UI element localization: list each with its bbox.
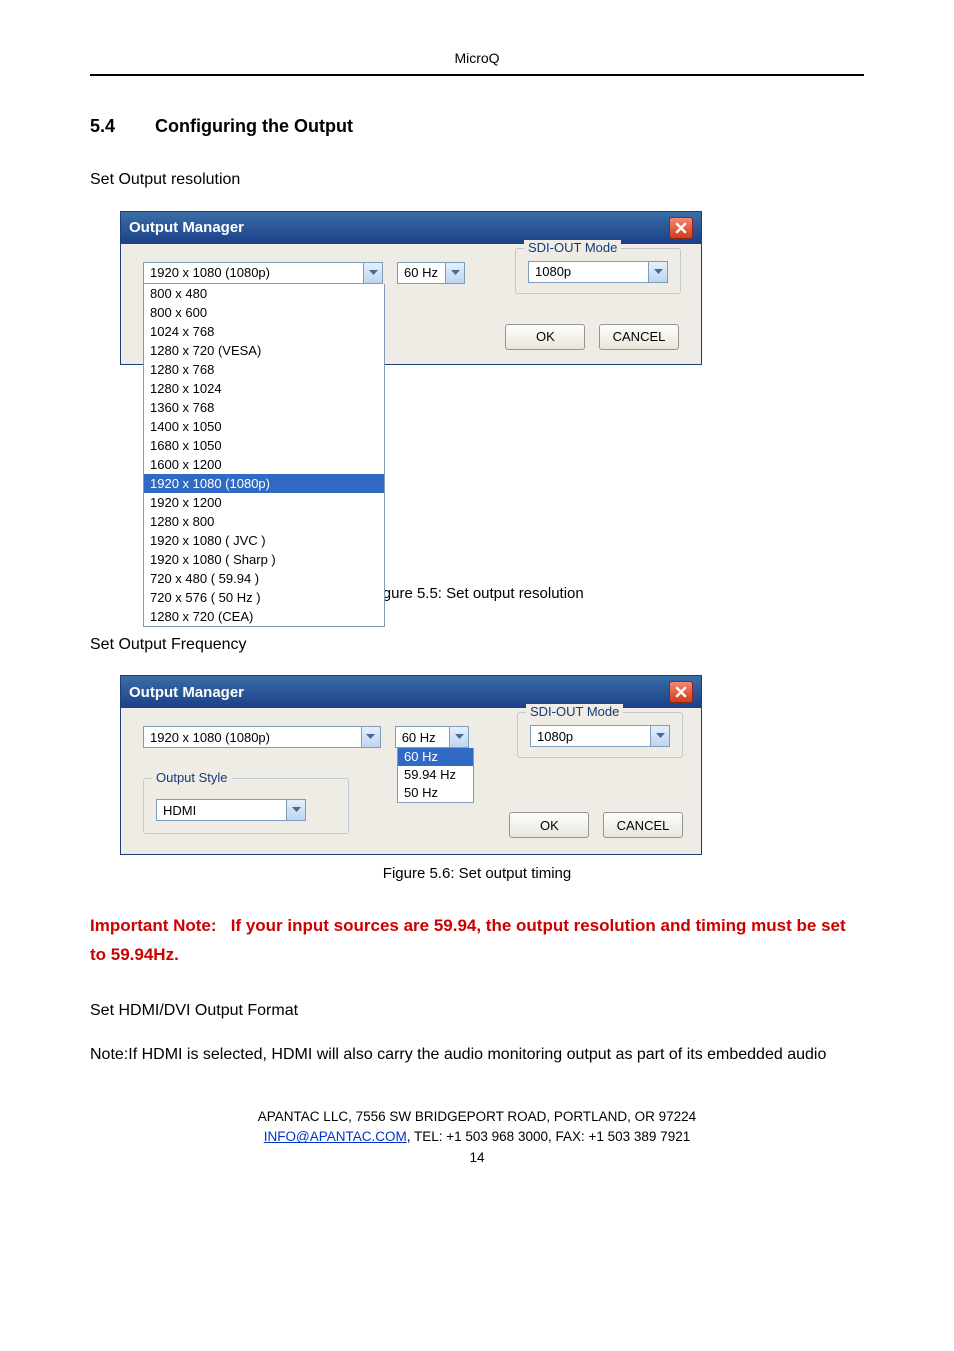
chevron-down-icon[interactable] (361, 727, 380, 747)
frequency-option[interactable]: 59.94 Hz (398, 766, 473, 784)
figure-5-6-caption: Figure 5.6: Set output timing (90, 865, 864, 882)
section-number: 5.4 (90, 116, 115, 136)
resolution-option[interactable]: 1600 x 1200 (144, 455, 384, 474)
chevron-down-icon[interactable] (286, 800, 305, 820)
cancel-button[interactable]: CANCEL (599, 324, 679, 350)
resolution-option[interactable]: 1400 x 1050 (144, 417, 384, 436)
resolution-value: 1920 x 1080 (1080p) (144, 263, 363, 283)
text-set-frequency: Set Output Frequency (90, 632, 864, 658)
text-note-hdmi: Note:If HDMI is selected, HDMI will also… (90, 1042, 864, 1068)
sdi-value: 1080p (531, 726, 650, 746)
resolution-option[interactable]: 1920 x 1080 ( JVC ) (144, 531, 384, 550)
frequency-value: 60 Hz (398, 263, 445, 283)
resolution-option[interactable]: 1280 x 1024 (144, 379, 384, 398)
resolution-combobox[interactable]: 1920 x 1080 (1080p) (143, 726, 381, 748)
footer-pagenum: 14 (90, 1148, 864, 1168)
frequency-dropdown-list[interactable]: 60 Hz59.94 Hz50 Hz (397, 748, 474, 803)
resolution-option[interactable]: 1280 x 800 (144, 512, 384, 531)
frequency-option[interactable]: 50 Hz (398, 784, 473, 802)
output-style-combobox[interactable]: HDMI (156, 799, 306, 821)
cancel-button[interactable]: CANCEL (603, 812, 683, 838)
output-style-value: HDMI (157, 800, 286, 820)
text-set-resolution: Set Output resolution (90, 167, 864, 193)
header-product: MicroQ (90, 50, 864, 66)
chevron-down-icon[interactable] (650, 726, 669, 746)
footer-line2-rest: , TEL: +1 503 968 3000, FAX: +1 503 389 … (407, 1129, 690, 1144)
frequency-value: 60 Hz (396, 727, 449, 747)
frequency-combobox[interactable]: 60 Hz (395, 726, 469, 748)
resolution-dropdown-list[interactable]: 800 x 480800 x 6001024 x 7681280 x 720 (… (143, 284, 385, 627)
sdi-combobox[interactable]: 1080p (530, 725, 670, 747)
dialog-title: Output Manager (129, 684, 244, 701)
output-manager-dialog-1: Output Manager 1920 x 1080 (1080p) 60 Hz (120, 211, 702, 365)
resolution-option[interactable]: 720 x 576 ( 50 Hz ) (144, 588, 384, 607)
important-note: Important Note: If your input sources ar… (90, 912, 864, 970)
section-heading: 5.4 Configuring the Output (90, 116, 864, 137)
resolution-value: 1920 x 1080 (1080p) (144, 727, 361, 747)
sdi-legend: SDI-OUT Mode (524, 240, 621, 255)
resolution-option[interactable]: 1920 x 1080 (1080p) (144, 474, 384, 493)
sdi-out-fieldset: SDI-OUT Mode 1080p (517, 712, 683, 758)
dialog-title: Output Manager (129, 219, 244, 236)
important-prefix: Important Note: (90, 916, 217, 935)
frequency-option[interactable]: 60 Hz (398, 748, 473, 766)
resolution-option[interactable]: 720 x 480 ( 59.94 ) (144, 569, 384, 588)
resolution-option[interactable]: 800 x 600 (144, 303, 384, 322)
sdi-value: 1080p (529, 262, 648, 282)
footer-line1: APANTAC LLC, 7556 SW BRIDGEPORT ROAD, PO… (90, 1107, 864, 1127)
chevron-down-icon[interactable] (445, 263, 464, 283)
ok-button[interactable]: OK (505, 324, 585, 350)
close-icon[interactable] (669, 217, 693, 239)
sdi-out-fieldset: SDI-OUT Mode 1080p (515, 248, 681, 294)
resolution-option[interactable]: 1360 x 768 (144, 398, 384, 417)
resolution-combobox[interactable]: 1920 x 1080 (1080p) (143, 262, 383, 284)
output-style-fieldset: Output Style HDMI (143, 778, 349, 834)
resolution-option[interactable]: 1680 x 1050 (144, 436, 384, 455)
resolution-option[interactable]: 1920 x 1080 ( Sharp ) (144, 550, 384, 569)
output-style-legend: Output Style (152, 770, 232, 785)
text-set-hdmi: Set HDMI/DVI Output Format (90, 998, 864, 1024)
chevron-down-icon[interactable] (363, 263, 382, 283)
resolution-option[interactable]: 1280 x 720 (VESA) (144, 341, 384, 360)
ok-button[interactable]: OK (509, 812, 589, 838)
chevron-down-icon[interactable] (648, 262, 667, 282)
close-icon[interactable] (669, 681, 693, 703)
output-manager-dialog-2: Output Manager 1920 x 1080 (1080p) 60 Hz (120, 675, 702, 855)
resolution-option[interactable]: 1280 x 720 (CEA) (144, 607, 384, 626)
page-footer: APANTAC LLC, 7556 SW BRIDGEPORT ROAD, PO… (90, 1107, 864, 1168)
resolution-option[interactable]: 1920 x 1200 (144, 493, 384, 512)
header-rule (90, 74, 864, 76)
footer-email-link[interactable]: INFO@APANTAC.COM (264, 1129, 407, 1144)
sdi-combobox[interactable]: 1080p (528, 261, 668, 283)
frequency-combobox[interactable]: 60 Hz (397, 262, 465, 284)
resolution-option[interactable]: 800 x 480 (144, 284, 384, 303)
chevron-down-icon[interactable] (449, 727, 468, 747)
resolution-option[interactable]: 1024 x 768 (144, 322, 384, 341)
sdi-legend: SDI-OUT Mode (526, 704, 623, 719)
section-title: Configuring the Output (155, 116, 353, 136)
resolution-option[interactable]: 1280 x 768 (144, 360, 384, 379)
